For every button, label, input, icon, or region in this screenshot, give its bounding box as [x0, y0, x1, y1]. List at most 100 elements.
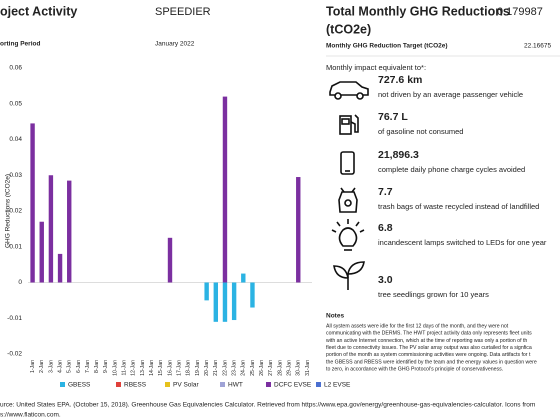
impact-value: 7.7 — [378, 186, 393, 198]
x-tick-label: 30-Jan — [296, 360, 302, 376]
x-tick-label: 11-Jan — [122, 360, 128, 376]
impact-text: tree seedlings grown for 10 years — [378, 290, 489, 299]
note-line: All system assets were idle for the firs… — [326, 323, 509, 329]
legend-swatch — [60, 382, 65, 387]
impact-value: 3.0 — [378, 274, 393, 286]
impact-value: 76.7 L — [378, 111, 408, 123]
legend-label: RBESS — [124, 382, 147, 389]
legend-swatch — [116, 382, 121, 387]
x-tick-label: 21-Jan — [213, 360, 219, 376]
note-line: to zero, in accordance with the GHG Prot… — [326, 367, 503, 373]
x-tick-label: 13-Jan — [140, 360, 146, 376]
bar — [39, 221, 44, 283]
impact-value: 21,896.3 — [378, 149, 419, 161]
x-tick-label: 5-Jan — [67, 360, 73, 373]
fuel-icon — [339, 114, 359, 135]
x-tick-label: 12-Jan — [131, 360, 137, 376]
impact-heading: Monthly impact equivalent to*: — [326, 63, 426, 72]
bar — [67, 180, 72, 283]
target-value: 22.16675 — [524, 43, 551, 50]
note-line: fleet due to connectivity issues. The PV… — [326, 345, 532, 351]
x-tick-label: 23-Jan — [232, 360, 238, 376]
legend-swatch — [165, 382, 170, 387]
y-tick-label: 0.05 — [9, 100, 22, 107]
bar — [250, 282, 255, 308]
note-line: portion of the month as system commissio… — [326, 352, 531, 358]
legend-swatch — [316, 382, 321, 387]
bar — [48, 175, 54, 283]
bar — [213, 282, 219, 322]
impact-value: 727.6 km — [378, 74, 422, 86]
total-value: 0.179987 — [497, 6, 543, 18]
legend-label: HWT — [228, 382, 243, 389]
period-label: orting Period — [0, 41, 40, 48]
impact-text: complete daily phone charge cycles avoid… — [378, 165, 525, 174]
y-tick-label: -0.02 — [7, 351, 22, 358]
x-tick-label: 14-Jan — [149, 360, 155, 376]
source-line: urce: United States EPA. (October 15, 20… — [0, 402, 535, 409]
legend-label: PV Solar — [173, 382, 199, 389]
y-tick-label: 0.06 — [9, 65, 22, 72]
note-line: the GBESS and RBESS were identified by t… — [326, 359, 537, 365]
total-title: Total Monthly GHG Reductions — [326, 4, 510, 18]
legend-label: GBESS — [68, 382, 91, 389]
y-tick-label: 0.02 — [9, 208, 22, 215]
x-tick-label: 10-Jan — [112, 360, 118, 376]
bar — [30, 123, 35, 283]
car-icon — [329, 81, 369, 100]
x-tick-label: 2-Jan — [39, 360, 45, 373]
x-tick-label: 22-Jan — [222, 360, 228, 376]
y-tick-label: -0.01 — [7, 315, 22, 322]
bar — [222, 96, 228, 283]
seedling-icon — [333, 261, 365, 290]
note-line: with an active Internet connection, whic… — [326, 338, 527, 344]
x-tick-label: 16-Jan — [167, 360, 173, 376]
x-tick-label: 15-Jan — [158, 360, 164, 376]
bar — [57, 253, 63, 283]
bulb-icon — [331, 219, 365, 251]
impact-text: incandescent lamps switched to LEDs for … — [378, 238, 547, 247]
x-tick-label: 17-Jan — [177, 360, 183, 376]
source-line: s://www.flaticon.com. — [0, 412, 61, 419]
phone-icon — [340, 151, 355, 175]
x-tick-label: 7-Jan — [85, 360, 91, 373]
legend-label: DCFC EVSE — [274, 382, 312, 389]
trash-icon — [338, 187, 358, 213]
bar — [204, 282, 209, 301]
project-name: SPEEDIER — [155, 6, 211, 18]
x-tick-label: 8-Jan — [94, 360, 100, 373]
period: January 2022 — [155, 41, 195, 48]
y-tick-label: 0.01 — [9, 243, 22, 250]
impact-text: of gasoline not consumed — [378, 127, 463, 136]
x-tick-label: 4-Jan — [57, 360, 63, 373]
x-tick-label: 29-Jan — [286, 360, 292, 376]
y-tick-label: 0.03 — [9, 172, 22, 179]
bar — [241, 273, 246, 283]
bar — [296, 177, 301, 283]
impact-text: not driven by an average passenger vehic… — [378, 90, 523, 99]
x-tick-label: 20-Jan — [204, 360, 210, 376]
legend-swatch — [266, 382, 271, 387]
x-tick-label: 18-Jan — [186, 360, 192, 376]
target-label: Monthly GHG Reduction Target (tCO2e) — [326, 43, 448, 50]
y-tick-label: 0.04 — [9, 136, 22, 143]
x-tick-label: 27-Jan — [268, 360, 274, 376]
x-tick-label: 6-Jan — [76, 360, 82, 373]
x-tick-label: 19-Jan — [195, 360, 201, 376]
total-unit: (tCO2e) — [326, 22, 371, 36]
notes-title: Notes — [326, 313, 344, 320]
x-tick-label: 26-Jan — [259, 360, 265, 376]
legend-label: L2 EVSE — [324, 382, 351, 389]
x-tick-label: 25-Jan — [250, 360, 256, 376]
x-tick-label: 1-Jan — [30, 360, 36, 373]
bar — [167, 237, 173, 283]
x-tick-label: 28-Jan — [277, 360, 283, 376]
x-tick-label: 9-Jan — [103, 360, 109, 373]
impact-value: 6.8 — [378, 222, 393, 234]
impact-text: trash bags of waste recycled instead of … — [378, 202, 539, 211]
legend-swatch — [220, 382, 225, 387]
x-tick-label: 31-Jan — [305, 360, 311, 376]
y-tick-label: 0 — [18, 279, 22, 286]
x-tick-label: 24-Jan — [241, 360, 247, 376]
